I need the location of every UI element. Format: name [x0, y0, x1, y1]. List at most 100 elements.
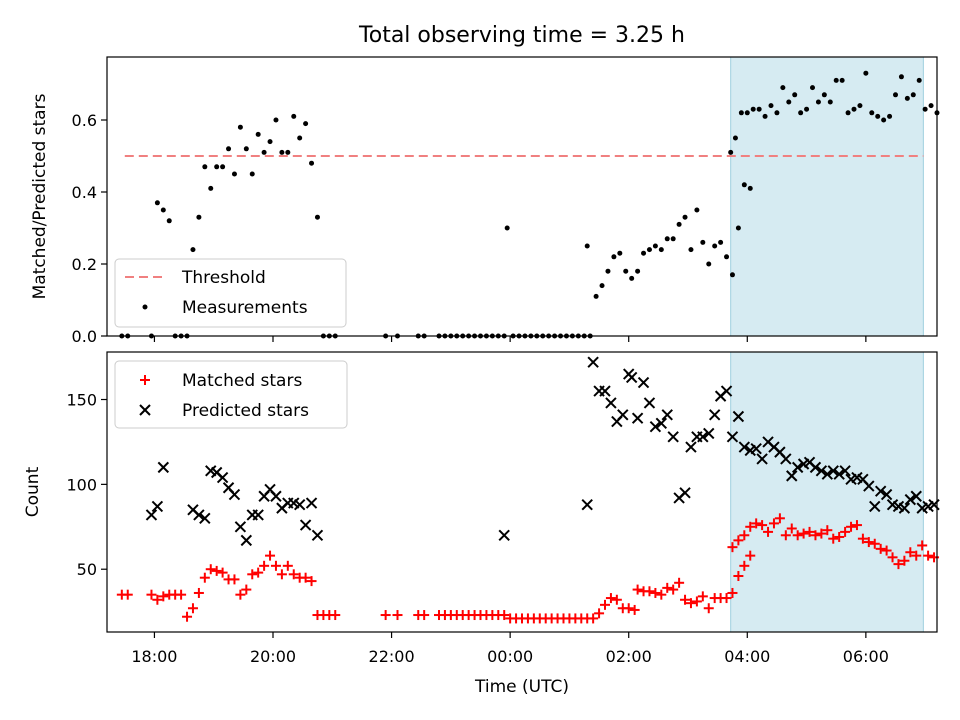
- measurement-point: [623, 268, 629, 274]
- measurement-point: [904, 95, 910, 101]
- predicted-star-point: [863, 480, 875, 492]
- matched-star-point: [810, 530, 821, 541]
- predicted-star-point: [151, 500, 164, 513]
- matched-star-point: [611, 594, 622, 605]
- measurement-point: [285, 149, 291, 155]
- measurement-point: [160, 207, 166, 213]
- matched-star-point: [828, 533, 839, 544]
- matched-star-point: [887, 552, 898, 563]
- measurement-point: [898, 74, 904, 80]
- measurement-point: [261, 149, 267, 155]
- predicted-star-point: [216, 471, 229, 484]
- matched-star-point: [182, 611, 193, 622]
- measurement-point: [786, 99, 792, 105]
- matched-star-point: [623, 603, 634, 614]
- matched-star-point: [288, 569, 299, 580]
- matched-star-point: [923, 550, 934, 561]
- matched-star-point: [600, 599, 610, 610]
- predicted-star-point: [880, 488, 893, 501]
- matched-star-point: [674, 577, 685, 588]
- measurement-point: [641, 250, 647, 256]
- legend-matched-label: Matched stars: [182, 371, 302, 391]
- matched-star-point: [199, 572, 210, 583]
- measurement-point: [605, 268, 611, 274]
- matched-star-point: [205, 564, 216, 575]
- top-axes-frame: [106, 56, 938, 337]
- measurement-point: [744, 110, 750, 116]
- measurement-point: [718, 239, 724, 245]
- matched-star-point: [247, 569, 258, 580]
- matched-star-point: [840, 526, 851, 537]
- matched-star-point: [499, 610, 510, 621]
- predicted-star-point: [139, 404, 151, 416]
- matched-star-point: [193, 587, 204, 598]
- measurement-point: [756, 106, 762, 112]
- predicted-star-point: [815, 465, 828, 477]
- matched-star-point: [780, 530, 791, 541]
- matched-star-point: [644, 586, 655, 597]
- measurement-point: [154, 200, 160, 206]
- measurement-point: [226, 146, 232, 152]
- predicted-star-point: [904, 493, 917, 506]
- measurement-point: [881, 117, 887, 123]
- measurement-point: [611, 254, 617, 260]
- predicted-star-point: [293, 499, 306, 511]
- matched-star-point: [158, 591, 169, 602]
- matched-star-point: [691, 596, 702, 607]
- predicted-star-point: [157, 461, 170, 474]
- measurement-point: [774, 110, 780, 116]
- predicted-star-point: [821, 468, 834, 480]
- measurement-point: [255, 131, 261, 137]
- predicted-star-point: [643, 397, 656, 409]
- matched-star-point: [253, 567, 264, 578]
- predicted-star-point: [869, 500, 881, 513]
- measurement-point: [728, 149, 734, 155]
- legend-box: [114, 360, 348, 429]
- predicted-star-point: [679, 487, 691, 499]
- measurement-point: [208, 185, 214, 191]
- y-tick-label: 0.6: [72, 111, 97, 130]
- matched-star-point: [392, 610, 403, 621]
- observing-window-shade: [730, 56, 924, 337]
- measurement-point: [658, 247, 664, 253]
- matched-star-point: [768, 518, 779, 529]
- measurement-point: [593, 293, 599, 299]
- measurement-point: [833, 77, 839, 83]
- measurement-point: [762, 113, 768, 119]
- measurement-point: [735, 225, 741, 231]
- matched-star-point: [697, 591, 708, 602]
- measurement-point: [780, 85, 786, 91]
- matched-star-point: [229, 574, 240, 585]
- y-tick-label: 0.2: [72, 255, 97, 274]
- predicted-star-point: [720, 385, 733, 397]
- matched-star-point: [757, 520, 768, 531]
- matched-star-point: [217, 567, 228, 578]
- predicted-star-point: [649, 420, 662, 433]
- predicted-star-point: [839, 465, 851, 477]
- predicted-star-point: [898, 502, 911, 514]
- measurement-point: [738, 110, 744, 116]
- x-axis-label: Time (UTC): [474, 677, 569, 697]
- matched-star-point: [721, 593, 732, 604]
- matched-star-point: [917, 540, 928, 551]
- measurement-point: [303, 121, 309, 127]
- measurement-point: [792, 92, 798, 98]
- measurement-point: [700, 239, 706, 245]
- matched-star-point: [176, 589, 187, 600]
- predicted-star-point: [697, 431, 709, 443]
- y-tick-label: 50: [77, 560, 97, 579]
- predicted-star-point: [599, 385, 611, 397]
- predicted-star-point: [270, 490, 282, 502]
- matched-star-point: [588, 613, 599, 624]
- predicted-star-point: [809, 461, 822, 474]
- predicted-star-point: [581, 499, 593, 511]
- matched-star-point: [140, 375, 150, 385]
- predicted-star-point: [587, 356, 599, 368]
- matched-star-point: [863, 537, 874, 548]
- measurement-point: [729, 272, 735, 278]
- predicted-star-point: [786, 470, 798, 482]
- legend-threshold-label: Threshold: [181, 268, 266, 288]
- top-y-axis-label: Matched/Predicted stars: [30, 93, 50, 299]
- bottom-x-ticks: 18:00 20:00 22:00 00:00 02:00 04:00 06:00: [131, 632, 889, 666]
